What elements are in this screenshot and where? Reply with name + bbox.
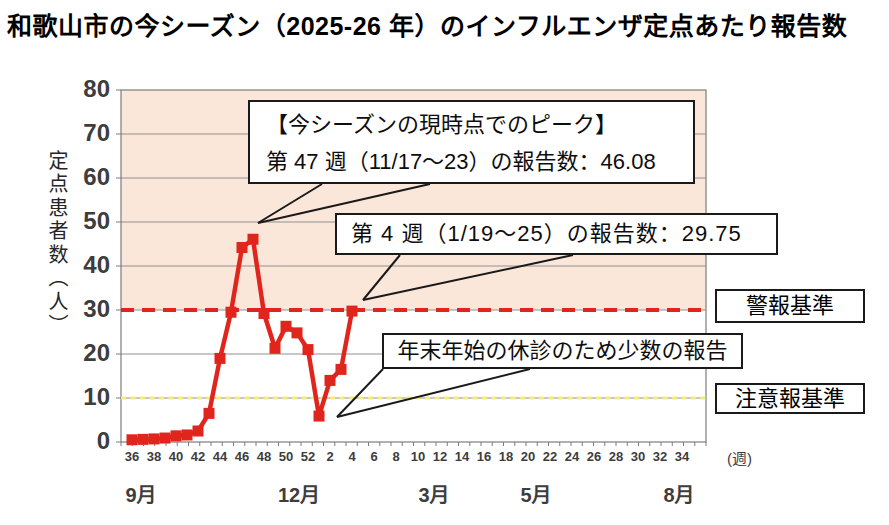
y-axis-tick-label: 30 (76, 295, 110, 323)
x-axis-unit-label: (週) (727, 447, 752, 468)
month-label: 8月 (649, 479, 709, 508)
y-axis-tick-label: 20 (76, 339, 110, 367)
y-axis-tick-label: 70 (76, 119, 110, 147)
y-axis-title: 定点患者数（人） (43, 150, 72, 338)
peak-annotation-line2: 第 47 週（11/17～23）の報告数：46.08 (266, 143, 693, 180)
y-axis-tick-label: 40 (76, 251, 110, 279)
alert-threshold-label-box: 警報基準 (715, 289, 865, 323)
peak-annotation-line1: 【今シーズンの現時点でのピーク】 (266, 106, 693, 143)
peak-annotation-box: 【今シーズンの現時点でのピーク】 第 47 週（11/17～23）の報告数：46… (248, 100, 695, 184)
week4-annotation-box: 第 4 週（1/19～25）の報告数：29.75 (335, 213, 778, 255)
caution-threshold-label-box: 注意報基準 (715, 383, 865, 414)
month-label: 5月 (506, 479, 566, 508)
month-label: 3月 (404, 479, 464, 508)
month-label: 9月 (111, 479, 171, 508)
y-axis-tick-label: 50 (76, 207, 110, 235)
x-axis-tick-label: 34 (667, 449, 697, 464)
line-chart (0, 0, 889, 525)
y-axis-tick-label: 80 (76, 75, 110, 103)
influenza-report-chart-page: 和歌山市の今シーズン（2025-26 年）のインフルエンザ定点あたり報告数 定点… (0, 0, 889, 525)
y-axis-tick-label: 10 (76, 383, 110, 411)
month-label: 12月 (269, 479, 329, 508)
y-axis-tick-label: 0 (76, 427, 110, 455)
holiday-annotation-box: 年末年始の休診のため少数の報告 (382, 333, 743, 369)
y-axis-tick-label: 60 (76, 163, 110, 191)
